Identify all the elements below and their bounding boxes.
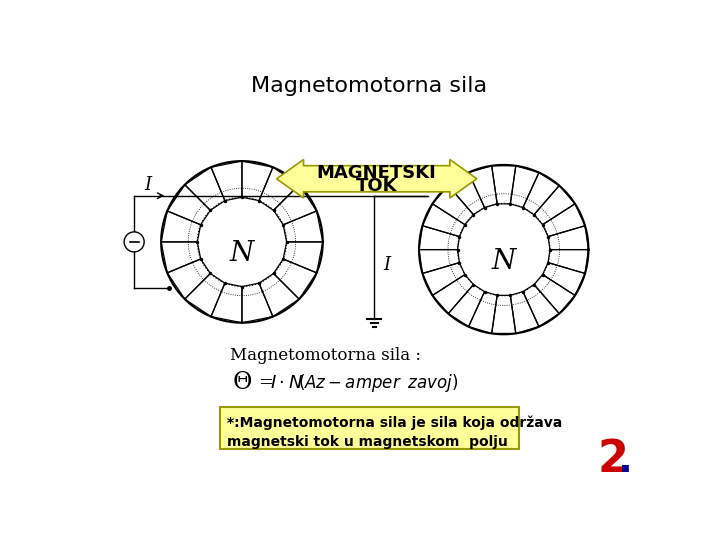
Text: N: N <box>230 240 254 267</box>
Text: *:Magnetomotorna sila je sila koja održava
magnetski tok u magnetskom  polju: *:Magnetomotorna sila je sila koja održa… <box>227 415 562 449</box>
Text: .: . <box>618 442 633 481</box>
Text: Θ: Θ <box>232 372 252 394</box>
Text: Magnetomotorna sila: Magnetomotorna sila <box>251 76 487 96</box>
Text: $( Az - amper \;\; zavoj )$: $( Az - amper \;\; zavoj )$ <box>298 372 459 394</box>
Text: $I \cdot N$: $I \cdot N$ <box>271 374 303 392</box>
Text: Magnetomotorna sila :: Magnetomotorna sila : <box>230 347 421 365</box>
Text: TOK: TOK <box>356 177 397 195</box>
Text: MAGNETSKI: MAGNETSKI <box>317 164 436 183</box>
FancyBboxPatch shape <box>220 408 519 449</box>
Text: 2: 2 <box>598 437 629 481</box>
Text: I: I <box>145 176 152 194</box>
Circle shape <box>124 232 144 252</box>
Text: I: I <box>384 256 391 274</box>
Polygon shape <box>276 159 477 198</box>
Text: N: N <box>492 248 516 275</box>
Text: =: = <box>258 374 273 392</box>
